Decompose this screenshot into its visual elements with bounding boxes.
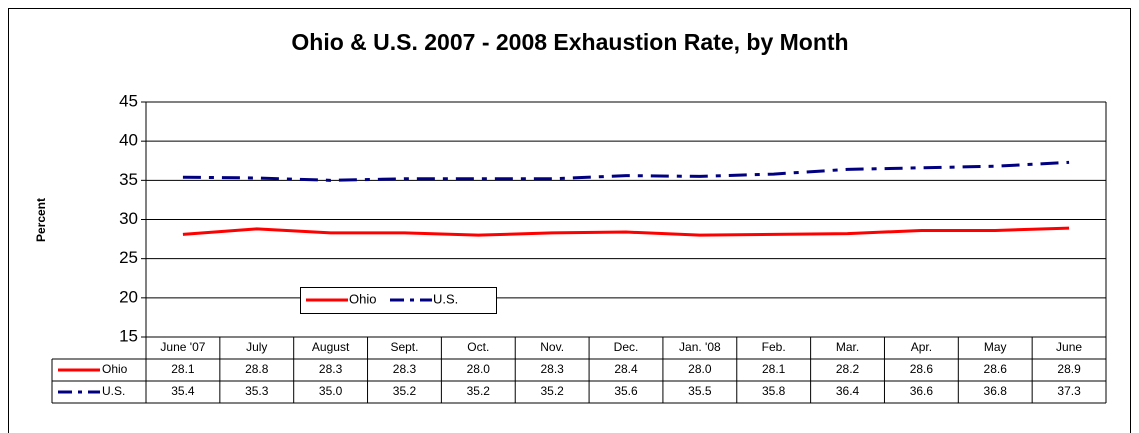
data-label: 28.3 (393, 362, 417, 376)
x-tick-label: Sept. (390, 340, 418, 354)
data-label: 28.8 (245, 362, 269, 376)
x-tick-label: July (246, 340, 267, 354)
data-label: 28.6 (910, 362, 934, 376)
x-tick-label: Nov. (540, 340, 564, 354)
data-label: 28.6 (984, 362, 1008, 376)
data-label: 35.6 (614, 384, 638, 398)
data-label: 28.3 (540, 362, 564, 376)
y-axis-label: Percent (34, 198, 48, 242)
data-label: 37.3 (1057, 384, 1081, 398)
data-label: 35.2 (467, 384, 491, 398)
data-label: 28.4 (614, 362, 638, 376)
series-line (182, 226, 1070, 237)
data-label: 28.0 (688, 362, 712, 376)
x-tick-label: June (1056, 340, 1082, 354)
table-legend-label: Ohio (102, 362, 128, 376)
chart-title: Ohio & U.S. 2007 - 2008 Exhaustion Rate,… (291, 29, 848, 55)
data-label: 36.8 (984, 384, 1008, 398)
data-label: 35.8 (762, 384, 786, 398)
data-label: 35.2 (540, 384, 564, 398)
table-legend-label: U.S. (102, 384, 125, 398)
y-tick-label: 20 (119, 287, 138, 306)
y-tick-label: 30 (119, 209, 138, 228)
x-tick-label: June '07 (160, 340, 205, 354)
x-tick-label: August (312, 340, 350, 354)
data-label: 28.1 (171, 362, 195, 376)
y-tick-label: 15 (119, 326, 138, 345)
y-tick-label: 25 (119, 248, 138, 267)
data-label: 35.4 (171, 384, 195, 398)
data-label: 28.9 (1057, 362, 1081, 376)
data-label: 28.3 (319, 362, 343, 376)
x-tick-label: Oct. (467, 340, 489, 354)
y-tick-label: 45 (119, 91, 138, 110)
legend-label: Ohio (349, 291, 376, 306)
data-label: 35.5 (688, 384, 712, 398)
data-label: 36.4 (836, 384, 860, 398)
x-tick-label: May (984, 340, 1007, 354)
data-label: 36.6 (910, 384, 934, 398)
x-tick-label: Feb. (762, 340, 786, 354)
y-tick-label: 35 (119, 170, 138, 189)
x-tick-label: Jan. '08 (679, 340, 721, 354)
data-label: 28.1 (762, 362, 786, 376)
data-label: 35.3 (245, 384, 269, 398)
legend-label: U.S. (433, 291, 458, 306)
chart-frame (8, 8, 1131, 433)
series-line (182, 160, 1070, 182)
y-tick-label: 40 (119, 131, 138, 150)
x-tick-label: Apr. (911, 340, 932, 354)
x-tick-label: Mar. (836, 340, 859, 354)
data-label: 35.0 (319, 384, 343, 398)
data-label: 35.2 (393, 384, 417, 398)
x-tick-label: Dec. (614, 340, 639, 354)
data-label: 28.2 (836, 362, 860, 376)
data-label: 28.0 (467, 362, 491, 376)
